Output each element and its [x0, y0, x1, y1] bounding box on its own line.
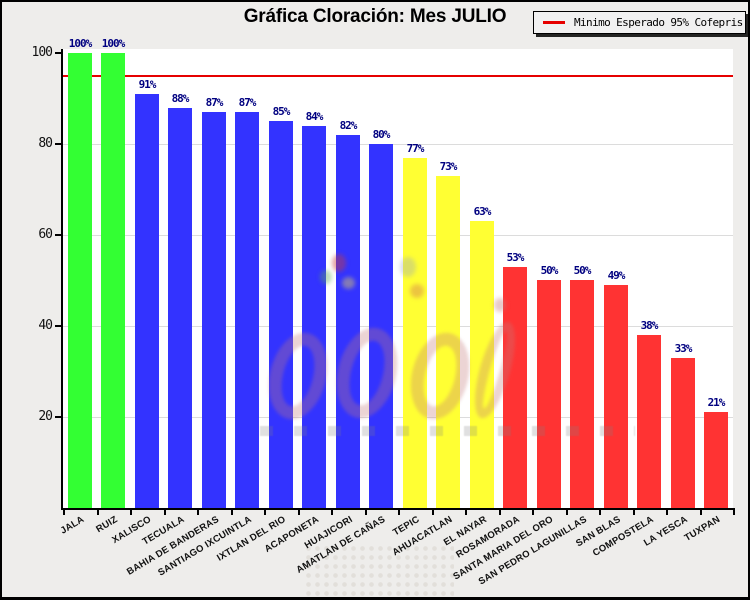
- y-tick-label-40: 40: [38, 318, 53, 333]
- bar-value-label-ahuacatlan: 73%: [439, 160, 458, 173]
- x-tick: [398, 510, 400, 515]
- bar-tecuala: [168, 108, 192, 508]
- legend-line-sample-icon: [543, 21, 565, 24]
- x-tick: [633, 510, 635, 515]
- x-tick: [331, 510, 333, 515]
- bar-value-label-amatlan-de-cañas: 80%: [372, 128, 391, 141]
- bar-value-label-ruiz: 100%: [101, 37, 126, 50]
- legend-label: Minimo Esperado 95% Cofepris: [574, 16, 743, 29]
- bar-santiago-ixcuintla: [235, 112, 259, 508]
- x-axis-label-jala: JALA: [59, 514, 87, 537]
- x-tick: [733, 510, 735, 515]
- x-tick: [298, 510, 300, 515]
- bar-value-label-acaponeta: 84%: [305, 110, 324, 123]
- bar-value-label-tecuala: 88%: [171, 92, 190, 105]
- x-tick: [197, 510, 199, 515]
- legend-box: Minimo Esperado 95% Cofepris: [533, 11, 746, 34]
- bar-rosamorada: [503, 267, 527, 508]
- bar-value-label-jala: 100%: [68, 37, 93, 50]
- bar-bahia-de-banderas: [202, 112, 226, 508]
- bar-value-label-huajicori: 82%: [339, 119, 358, 132]
- bar-compostela: [637, 335, 661, 508]
- x-tick: [164, 510, 166, 515]
- x-tick: [432, 510, 434, 515]
- x-tick: [231, 510, 233, 515]
- bar-ruiz: [101, 53, 125, 508]
- x-tick: [700, 510, 702, 515]
- bar-value-label-bahia-de-banderas: 87%: [205, 96, 224, 109]
- y-tick-label-80: 80: [38, 136, 53, 151]
- bar-acaponeta: [302, 126, 326, 508]
- x-tick: [465, 510, 467, 515]
- x-tick: [599, 510, 601, 515]
- bar-jala: [68, 53, 92, 508]
- gridline-20: [63, 417, 733, 418]
- y-tick-20: [55, 416, 61, 418]
- x-tick: [532, 510, 534, 515]
- plot-area: 100% 100% 91% 88% 87% 87% 85% 84% 82% 80% 77% 73% 63…: [63, 37, 733, 508]
- bar-santa-maria-del-oro: [537, 280, 561, 508]
- bar-value-label-san-blas: 49%: [607, 269, 626, 282]
- y-tick-100: [55, 52, 61, 54]
- bar-huajicori: [336, 135, 360, 508]
- bar-xalisco: [135, 94, 159, 508]
- x-tick: [365, 510, 367, 515]
- bar-san-blas: [604, 285, 628, 508]
- gridline-40: [63, 326, 733, 327]
- bar-ixtlan-del-rio: [269, 121, 293, 508]
- bar-value-label-compostela: 38%: [640, 319, 659, 332]
- bar-ahuacatlan: [436, 176, 460, 508]
- chart-title: Gráfica Cloración: Mes JULIO: [243, 6, 507, 27]
- y-tick-40: [55, 325, 61, 327]
- x-tick: [130, 510, 132, 515]
- x-tick: [97, 510, 99, 515]
- y-tick-80: [55, 143, 61, 145]
- bar-san-pedro-lagunillas: [570, 280, 594, 508]
- gridline-80: [63, 144, 733, 145]
- gridline-60: [63, 235, 733, 236]
- bar-amatlan-de-cañas: [369, 144, 393, 508]
- bar-value-label-santa-maria-del-oro: 50%: [540, 264, 559, 277]
- bar-el-nayar: [470, 221, 494, 508]
- threshold-line-95: [63, 75, 733, 77]
- bar-value-label-tuxpan: 21%: [707, 396, 726, 409]
- bar-value-label-ixtlan-del-rio: 85%: [272, 105, 291, 118]
- bar-value-label-tepic: 77%: [406, 142, 425, 155]
- x-tick: [566, 510, 568, 515]
- x-tick: [264, 510, 266, 515]
- x-axis-line: [61, 508, 735, 510]
- bar-value-label-la-yesca: 33%: [674, 342, 693, 355]
- y-tick-60: [55, 234, 61, 236]
- bar-value-label-san-pedro-lagunillas: 50%: [573, 264, 592, 277]
- x-tick: [666, 510, 668, 515]
- x-tick: [499, 510, 501, 515]
- bar-tuxpan: [704, 412, 728, 508]
- bar-value-label-el-nayar: 63%: [473, 205, 492, 218]
- bar-value-label-santiago-ixcuintla: 87%: [238, 96, 257, 109]
- bar-tepic: [403, 158, 427, 508]
- bar-value-label-xalisco: 91%: [138, 78, 157, 91]
- x-axis-label-tuxpan: TUXPAN: [683, 514, 723, 544]
- y-axis-line: [61, 49, 63, 510]
- y-tick-label-100: 100: [31, 45, 53, 60]
- y-tick-label-20: 20: [38, 409, 53, 424]
- y-tick-label-60: 60: [38, 227, 53, 242]
- bar-value-label-rosamorada: 53%: [506, 251, 525, 264]
- x-tick: [63, 510, 65, 515]
- bar-la-yesca: [671, 358, 695, 508]
